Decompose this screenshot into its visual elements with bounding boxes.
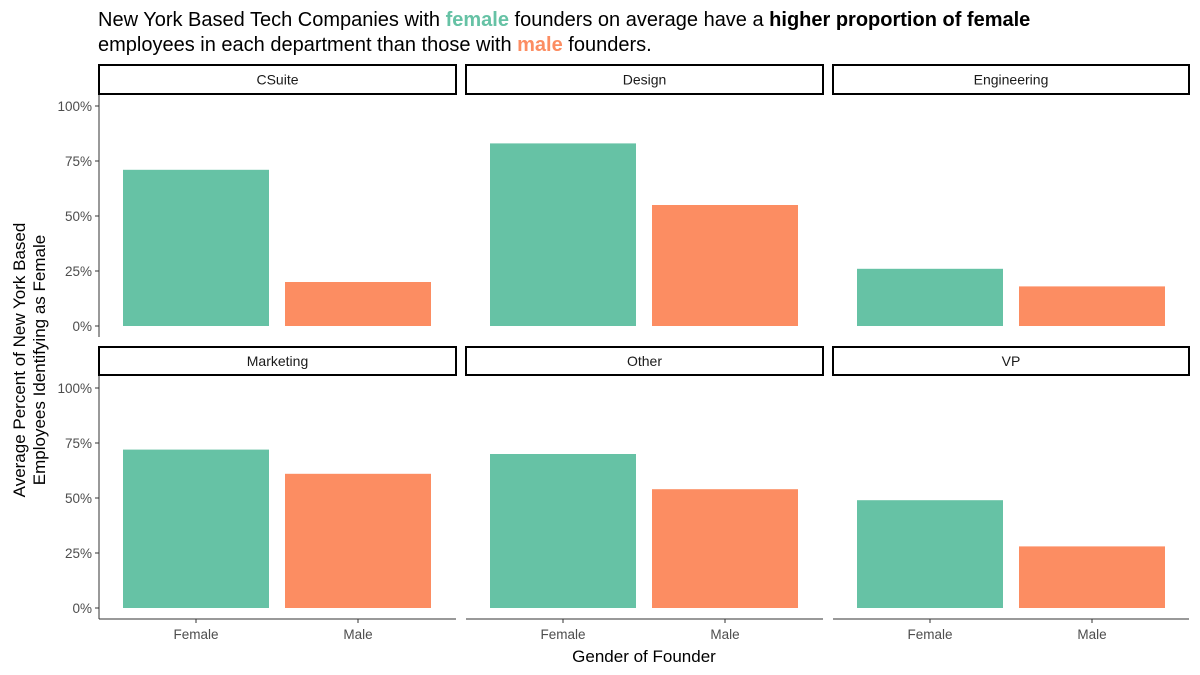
bar-marketing-male: [285, 473, 431, 608]
bar-other-male: [652, 489, 798, 608]
bar-design-female: [490, 143, 636, 326]
x-tick-label: Male: [1077, 627, 1106, 642]
y-tick-label: 0%: [72, 601, 92, 616]
facet-strip-label: Marketing: [247, 353, 308, 369]
y-axis-title-line: Employees Identifying as Female: [30, 235, 49, 485]
facet-strip-label: VP: [1002, 353, 1021, 369]
bar-engineering-male: [1019, 286, 1165, 326]
facet-strip-label: Design: [623, 72, 667, 88]
bar-other-female: [490, 454, 636, 608]
bar-design-male: [652, 205, 798, 326]
x-tick-label: Male: [710, 627, 739, 642]
x-tick-label: Male: [343, 627, 372, 642]
title-span: founders on average have a: [509, 9, 769, 31]
y-tick-label: 100%: [57, 381, 92, 396]
y-axis-title-line: Average Percent of New York Based: [10, 223, 29, 498]
facet-strip: [832, 346, 1190, 376]
bar-csuite-female: [123, 169, 269, 326]
facet-strip: [98, 64, 457, 95]
bar-engineering-female: [857, 268, 1003, 326]
facet-marketing: Marketing 0% 25% 50% 75% 100% Female Male: [57, 346, 457, 642]
y-axis-title: Average Percent of New York Based Employe…: [10, 223, 49, 498]
y-tick-label: 75%: [65, 436, 92, 451]
x-tick-label: Female: [907, 627, 952, 642]
facet-vp: VP Female Male: [832, 346, 1190, 642]
facet-strip: [465, 346, 824, 376]
facet-strip-label: Engineering: [974, 72, 1049, 88]
bar-vp-male: [1019, 546, 1165, 608]
facet-design: Design: [465, 64, 824, 326]
facet-strip-label: Other: [627, 353, 662, 369]
facet-other: Other Female Male: [465, 346, 824, 642]
chart-title: New York Based Tech Companies with femal…: [98, 9, 1030, 56]
title-span: male: [517, 34, 563, 56]
title-line-1: New York Based Tech Companies with femal…: [98, 9, 1030, 31]
y-tick-label: 50%: [65, 209, 92, 224]
x-tick-label: Female: [173, 627, 218, 642]
title-span: founders.: [563, 34, 652, 56]
bar-vp-female: [857, 500, 1003, 608]
facets: CSuite 0% 25% 50% 75% 100% Design Engineering Ma…: [57, 64, 1190, 642]
facet-strip: [98, 346, 457, 376]
facet-strip: [832, 64, 1190, 95]
y-tick-label: 50%: [65, 491, 92, 506]
y-tick-label: 100%: [57, 99, 92, 114]
facet-engineering: Engineering: [832, 64, 1190, 326]
facet-csuite: CSuite 0% 25% 50% 75% 100%: [57, 64, 457, 337]
y-tick-label: 75%: [65, 154, 92, 169]
facet-strip: [465, 64, 824, 95]
bar-marketing-female: [123, 449, 269, 608]
title-span: higher proportion of female: [769, 9, 1030, 31]
x-tick-label: Female: [540, 627, 585, 642]
title-span: female: [446, 9, 509, 31]
title-line-2: employees in each department than those …: [98, 34, 652, 56]
title-span: employees in each department than those …: [98, 34, 517, 56]
y-tick-label: 25%: [65, 546, 92, 561]
facet-strip-label: CSuite: [256, 72, 298, 88]
title-span: New York Based Tech Companies with: [98, 9, 446, 31]
x-axis-title: Gender of Founder: [572, 647, 716, 666]
bar-csuite-male: [285, 282, 431, 326]
y-tick-label: 25%: [65, 264, 92, 279]
y-tick-label: 0%: [72, 319, 92, 334]
